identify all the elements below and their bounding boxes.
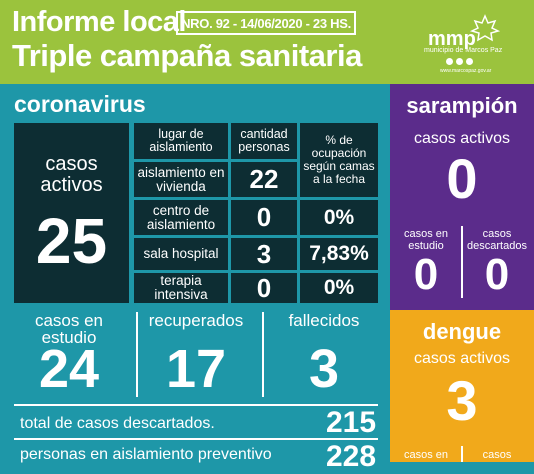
divider (14, 404, 378, 406)
discarded-label: total de casos descartados. (20, 415, 215, 432)
municipality-name: municipio de Marcos Paz (424, 47, 503, 54)
table-header-place: lugar de aislamiento (134, 123, 228, 159)
table-row-pct: 0% (300, 200, 378, 235)
instagram-icon[interactable] (466, 58, 473, 65)
sarampion-active-value: 0 (446, 147, 478, 210)
preventive-value: 228 (326, 440, 377, 473)
table-row-pct: 7,83% (300, 238, 378, 270)
table-row-pct: 0% (300, 273, 378, 303)
leaf-logo-icon (470, 14, 500, 42)
deceased-label: fallecidos (288, 311, 360, 330)
sarampion-discarded-value: 0 (484, 250, 510, 299)
table-header-pct: % de ocupación según camas a la fecha (300, 123, 378, 197)
active-cases-box (14, 123, 129, 303)
table-row-count: 0 (231, 273, 297, 303)
report-subtitle: Triple campaña sanitaria (12, 38, 362, 73)
in-study-value: 24 (38, 339, 100, 399)
municipality-url: www.marcospaz.gov.ar (440, 68, 492, 74)
divider (14, 438, 378, 440)
sarampion-active-label: casos activos (413, 130, 511, 147)
report-title: Informe local (12, 6, 187, 38)
deceased-value: 3 (308, 339, 340, 399)
facebook-icon[interactable] (446, 58, 453, 65)
discarded-value: 215 (326, 406, 377, 439)
table-row-count: 3 (231, 238, 297, 270)
dengue-title: dengue (422, 319, 502, 344)
preventive-label: personas en aislamiento preventivo (20, 446, 272, 463)
twitter-icon[interactable] (456, 58, 463, 65)
sarampion-study-value: 0 (413, 250, 439, 299)
recovered-value: 17 (165, 339, 227, 399)
dengue-panel (390, 310, 534, 462)
table-row-count: 22 (231, 162, 297, 197)
divider (136, 312, 138, 397)
sarampion-discarded-label: casos descartados (467, 228, 527, 252)
table-row-place: sala hospital (134, 238, 228, 270)
divider (262, 312, 264, 397)
sarampion-title: sarampión (406, 93, 518, 118)
dengue-active-value: 3 (446, 369, 478, 432)
table-row-place: centro de aislamiento (134, 200, 228, 235)
divider (461, 446, 463, 462)
municipality-logo: mmp (428, 28, 476, 50)
table-header-count: cantidad personas (231, 123, 297, 159)
report-number-badge: NRO. 92 - 14/06/2020 - 23 HS. (176, 11, 356, 35)
table-row-place: aislamiento en vivienda (134, 162, 228, 197)
sarampion-study-label: casos en estudio (403, 228, 449, 252)
table-row-count: 0 (231, 200, 297, 235)
dengue-active-label: casos activos (413, 350, 511, 367)
active-cases-value: 25 (35, 205, 108, 277)
recovered-label: recuperados (148, 311, 244, 330)
in-study-label: casos en estudio (34, 311, 104, 347)
dengue-discarded-label: casos (482, 449, 512, 461)
table-row-place: terapia intensiva (134, 273, 228, 303)
active-cases-label: casos activos (40, 153, 103, 196)
dengue-study-label: casos en (403, 449, 449, 461)
coronavirus-title: coronavirus (14, 91, 146, 117)
header-banner (0, 0, 534, 84)
divider (461, 226, 463, 298)
